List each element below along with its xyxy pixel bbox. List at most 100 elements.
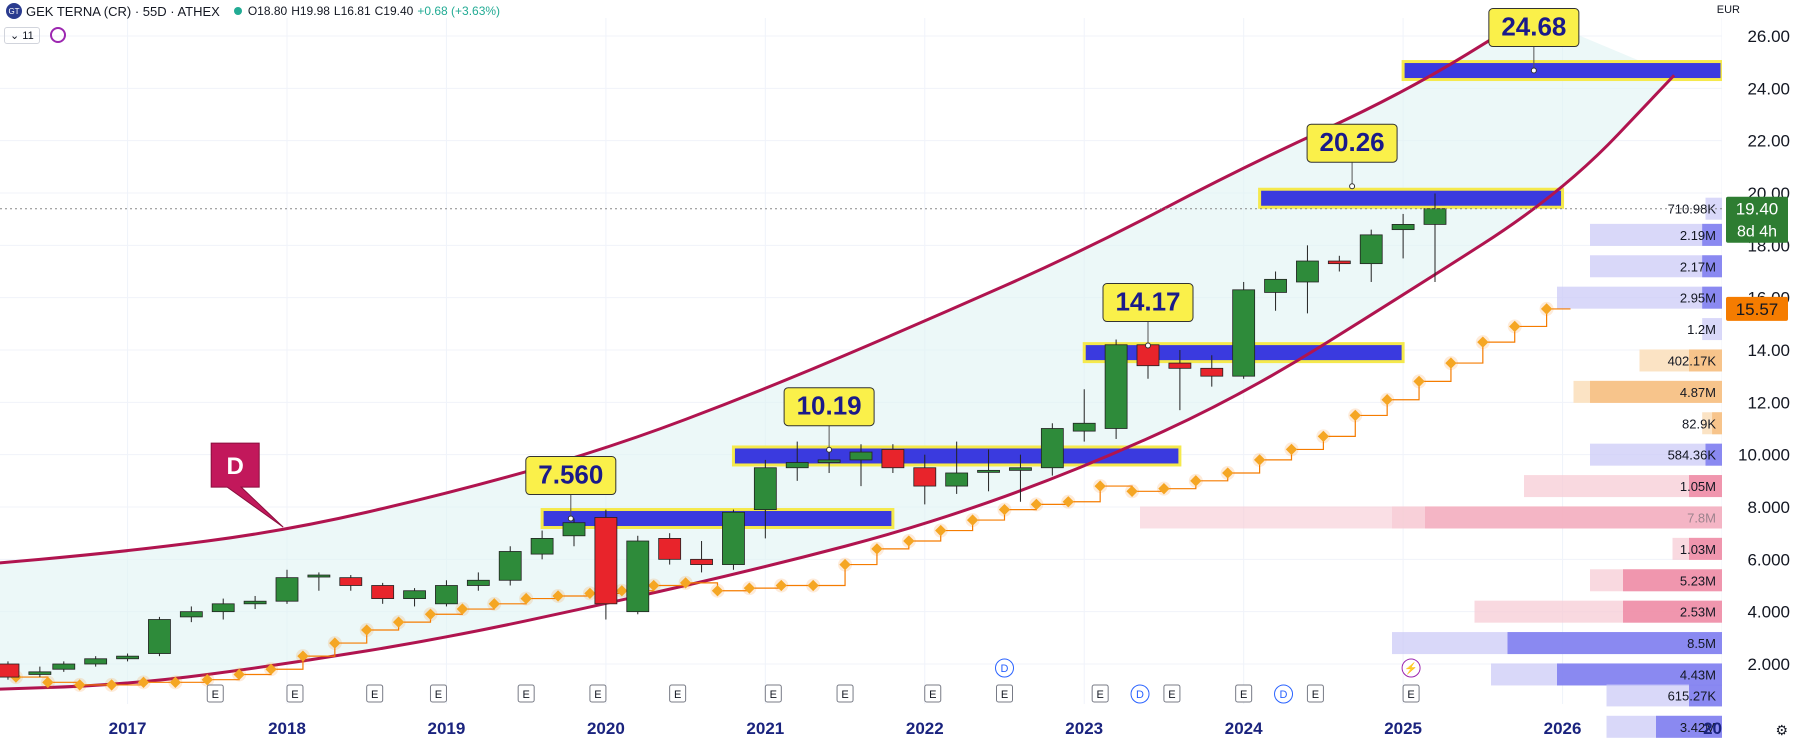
candle-body[interactable] (690, 558, 713, 565)
candle-body[interactable] (945, 472, 969, 487)
candle-body[interactable] (785, 462, 809, 469)
symbol-title[interactable]: GEK TERNA (CR) · 55D · ATHEX (26, 3, 220, 19)
candle-body[interactable] (179, 611, 203, 618)
earnings-marker[interactable] (924, 684, 942, 703)
indicators-toggle[interactable]: ⌄ 11 (4, 26, 40, 44)
settings-gear-icon[interactable]: ⚙ (1775, 722, 1788, 738)
candle-body[interactable] (148, 619, 171, 654)
candle-body[interactable] (211, 603, 235, 613)
candle-body[interactable] (1391, 223, 1415, 231)
candle-body[interactable] (1359, 234, 1383, 265)
candle-body[interactable] (1040, 428, 1064, 469)
candle-body[interactable] (530, 538, 554, 555)
earnings-marker[interactable] (996, 684, 1013, 703)
dividend-marker[interactable] (995, 658, 1014, 678)
candle-body[interactable] (753, 467, 777, 511)
candle-body[interactable] (275, 577, 299, 602)
earnings-marker[interactable] (836, 684, 854, 703)
earnings-marker[interactable] (669, 684, 687, 703)
earnings-marker[interactable] (1163, 684, 1181, 703)
symbol-header[interactable]: GT GEK TERNA (CR) · 55D · ATHEX O18.80 H… (0, 0, 504, 22)
ma-marker (1222, 467, 1234, 479)
y-tick-label: 22.00 (1747, 132, 1790, 151)
candle-body[interactable] (594, 517, 618, 605)
earnings-marker[interactable] (1235, 684, 1253, 703)
candle-body[interactable] (881, 449, 905, 469)
candle-body[interactable] (817, 459, 841, 463)
ma-marker (424, 608, 437, 620)
level-label-box[interactable] (1488, 8, 1580, 48)
channel-lower-line[interactable] (0, 74, 1676, 691)
candle-body[interactable] (562, 522, 586, 537)
candle-body[interactable] (977, 469, 1000, 473)
x-tick-label: 2018 (268, 719, 306, 738)
callout-d[interactable]: D (210, 442, 284, 528)
earnings-marker[interactable] (517, 684, 535, 703)
channel-upper-line[interactable] (0, 13, 1532, 567)
earnings-marker[interactable] (206, 684, 224, 703)
x-tick-label: 2019 (428, 719, 466, 738)
candle-body[interactable] (84, 658, 108, 665)
ma-marker (520, 592, 532, 605)
candle-body[interactable] (371, 585, 395, 599)
candle-body[interactable] (52, 663, 76, 670)
earnings-marker[interactable] (1306, 684, 1324, 703)
sync-icon[interactable] (49, 27, 66, 43)
candle-body[interactable] (1232, 289, 1256, 377)
last-price-tag[interactable]: 19.40 8d 4h (1726, 196, 1788, 243)
ma-value-text: 15.57 (1736, 300, 1779, 319)
candle-body[interactable] (466, 579, 490, 586)
ma-marker (1413, 375, 1425, 388)
level-label-box[interactable] (1102, 283, 1194, 323)
earnings-marker[interactable] (1402, 684, 1420, 703)
earnings-marker[interactable] (1091, 684, 1109, 703)
ma-value-tag[interactable]: 15.57 (1726, 296, 1788, 321)
level-label-box[interactable] (1306, 123, 1398, 163)
earnings-marker[interactable] (589, 684, 607, 703)
candle-body[interactable] (626, 540, 650, 613)
ma-marker (966, 514, 979, 526)
level-label-box[interactable] (525, 456, 617, 496)
earnings-marker-label: E (291, 689, 298, 701)
candle-body[interactable] (1296, 260, 1319, 283)
resistance-zone[interactable] (1258, 187, 1565, 209)
earnings-marker[interactable] (286, 684, 304, 703)
event-markers: E E E E E E E E E E E D E D E E D E E ⚡ (206, 658, 1421, 704)
candle-body[interactable] (307, 574, 331, 578)
candle-body[interactable] (339, 577, 363, 586)
ma-marker (1190, 475, 1202, 487)
x-tick-label: 2020 (587, 719, 625, 738)
ma-marker (1509, 320, 1521, 333)
candle-body[interactable] (1168, 362, 1192, 369)
earnings-marker[interactable] (429, 684, 447, 703)
candle-body[interactable] (28, 671, 52, 675)
earnings-marker[interactable] (366, 684, 384, 703)
candle-body[interactable] (913, 467, 937, 487)
candle-body[interactable] (1104, 344, 1128, 429)
resistance-zone[interactable] (540, 508, 895, 530)
candle-body[interactable] (403, 590, 426, 599)
dividend-marker[interactable] (1130, 684, 1150, 704)
candle-body[interactable] (1200, 367, 1224, 377)
candle-body[interactable] (849, 451, 873, 461)
dividend-marker[interactable] (1274, 684, 1294, 704)
level-label-box[interactable] (783, 387, 875, 427)
split-marker[interactable] (1401, 658, 1421, 678)
candle-body[interactable] (722, 511, 745, 565)
candle-body[interactable] (1264, 278, 1287, 293)
earnings-marker[interactable] (764, 684, 782, 703)
candle-body[interactable] (1072, 422, 1096, 432)
candle-body[interactable] (498, 551, 522, 581)
candle-body[interactable] (658, 538, 682, 560)
candle-body[interactable] (0, 663, 20, 678)
last-price-text: 19.40 (1736, 200, 1779, 219)
candle-body[interactable] (1009, 467, 1032, 471)
candle-body[interactable] (435, 585, 458, 605)
candle-body[interactable] (116, 655, 139, 660)
candle-body[interactable] (243, 600, 267, 605)
ma-marker (839, 558, 851, 571)
candle-body[interactable] (1327, 260, 1351, 265)
earnings-marker-label: E (1407, 689, 1414, 701)
candle-body[interactable] (1423, 208, 1447, 225)
